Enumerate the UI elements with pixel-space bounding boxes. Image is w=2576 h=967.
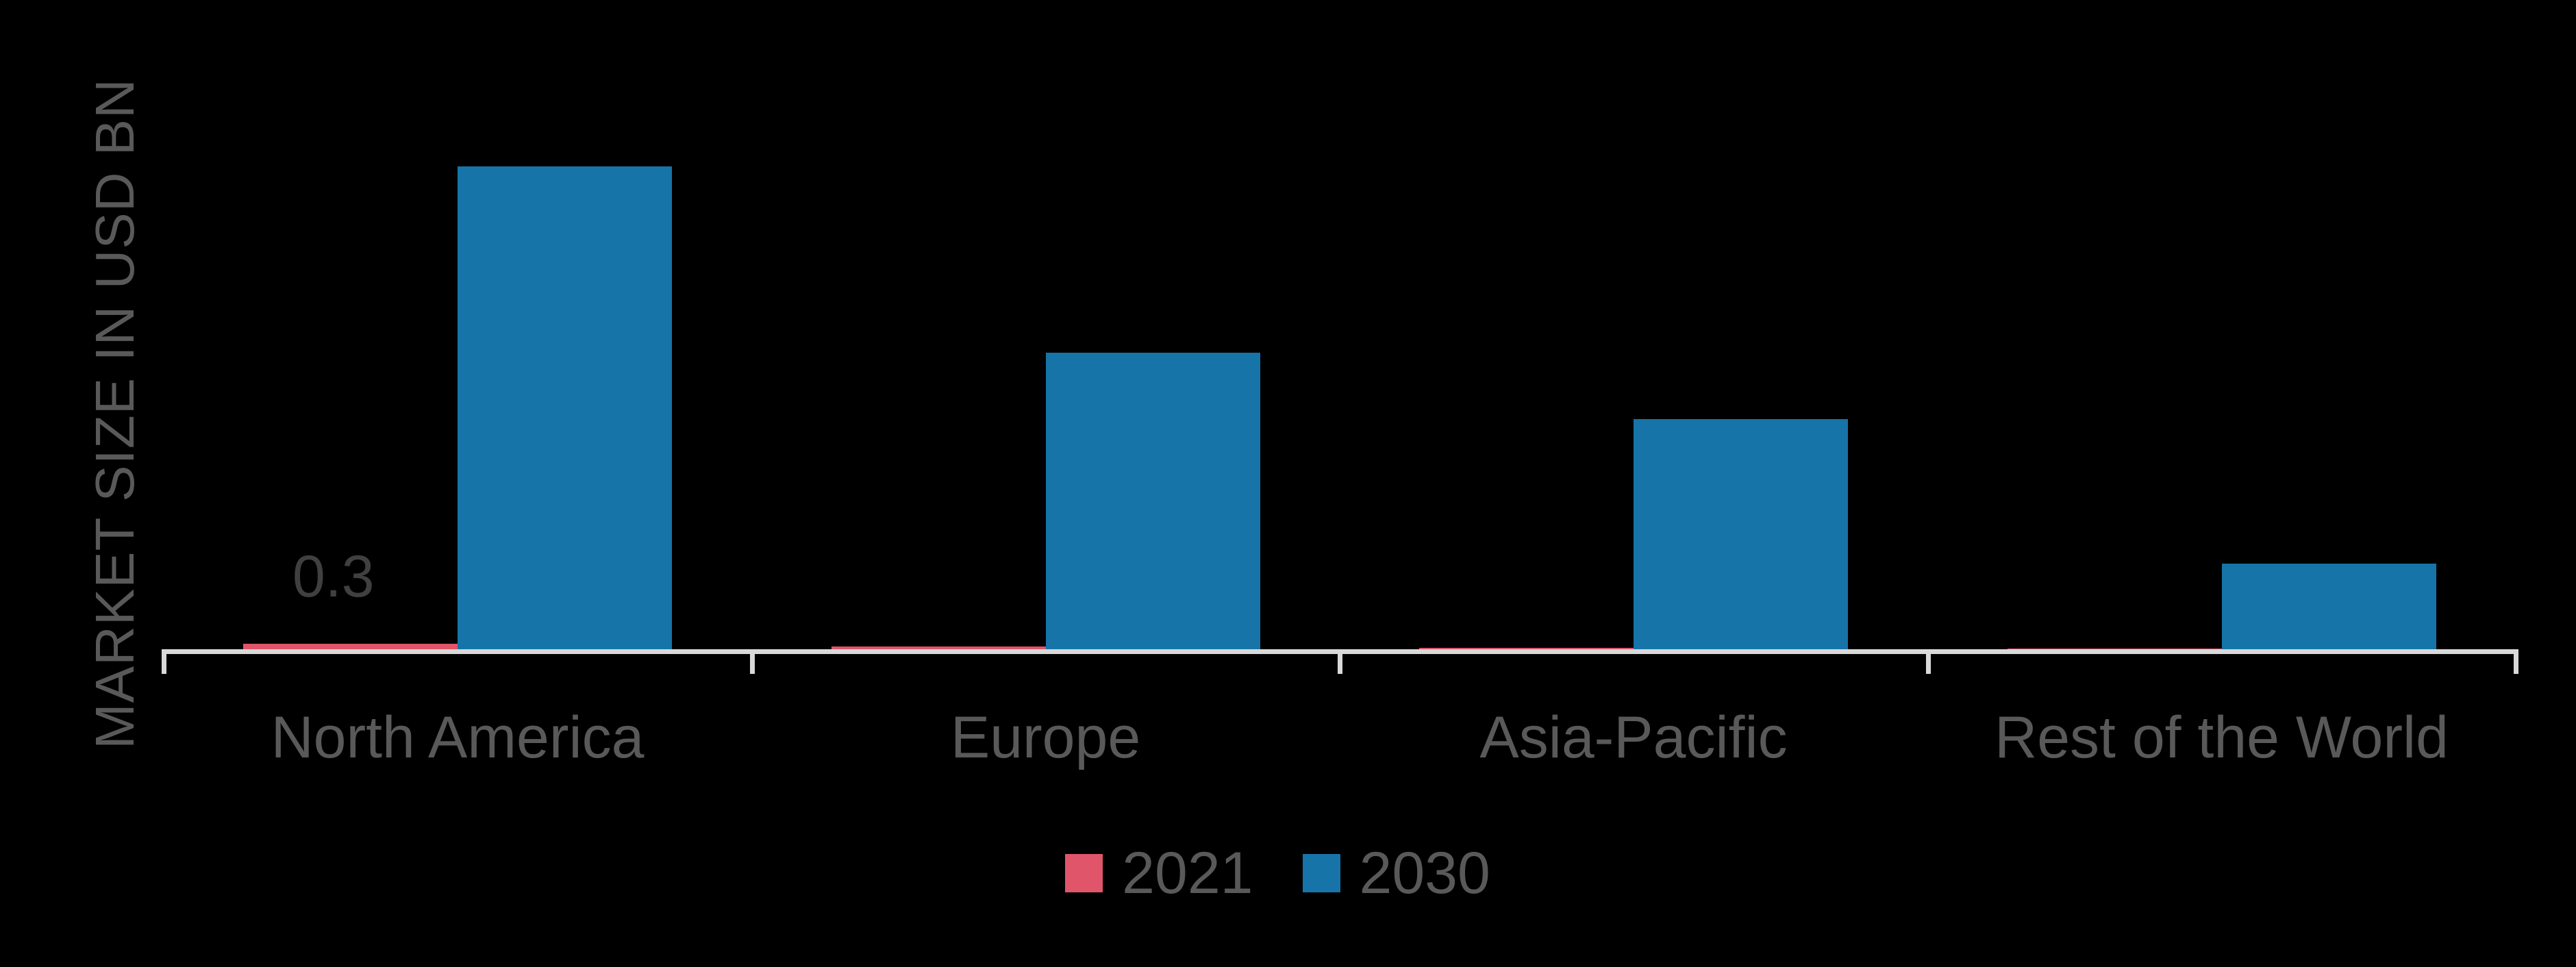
x-axis-tick bbox=[162, 649, 166, 674]
bar-europe-2021 bbox=[831, 646, 1046, 649]
x-axis-label-rest-of-the-world: Rest of the World bbox=[1994, 705, 2449, 770]
x-axis-tick bbox=[1925, 649, 1931, 674]
x-axis-label-asia-pacific: Asia-Pacific bbox=[1479, 705, 1788, 770]
legend-swatch-2021-icon bbox=[1065, 854, 1103, 892]
plot-area bbox=[164, 0, 2516, 649]
bar-rest-of-the-world-2030 bbox=[2221, 563, 2436, 649]
bar-europe-2030 bbox=[1045, 353, 1260, 649]
legend-item-2021[interactable]: 2021 bbox=[1065, 844, 1253, 903]
x-axis-label-north-america: North America bbox=[271, 705, 645, 770]
x-axis-tick bbox=[749, 649, 755, 674]
data-label-north-america-2021: 0.3 bbox=[292, 544, 375, 610]
legend-label-2021: 2021 bbox=[1122, 840, 1253, 906]
legend: 2021 2030 bbox=[0, 844, 2566, 903]
x-axis-label-europe: Europe bbox=[950, 705, 1141, 770]
bar-north-america-2021 bbox=[243, 644, 458, 649]
x-axis-tick bbox=[2514, 649, 2518, 674]
bar-asia-pacific-2030 bbox=[1634, 418, 1849, 649]
bar-asia-pacific-2021 bbox=[1419, 647, 1634, 649]
legend-swatch-2030-icon bbox=[1302, 854, 1340, 892]
x-axis-tick bbox=[1338, 649, 1342, 674]
legend-item-2030[interactable]: 2030 bbox=[1302, 840, 1490, 906]
bar-north-america-2030 bbox=[458, 166, 673, 649]
legend-label-2030: 2030 bbox=[1359, 840, 1490, 906]
y-axis-title: MARKET SIZE IN USD BN bbox=[84, 78, 145, 749]
